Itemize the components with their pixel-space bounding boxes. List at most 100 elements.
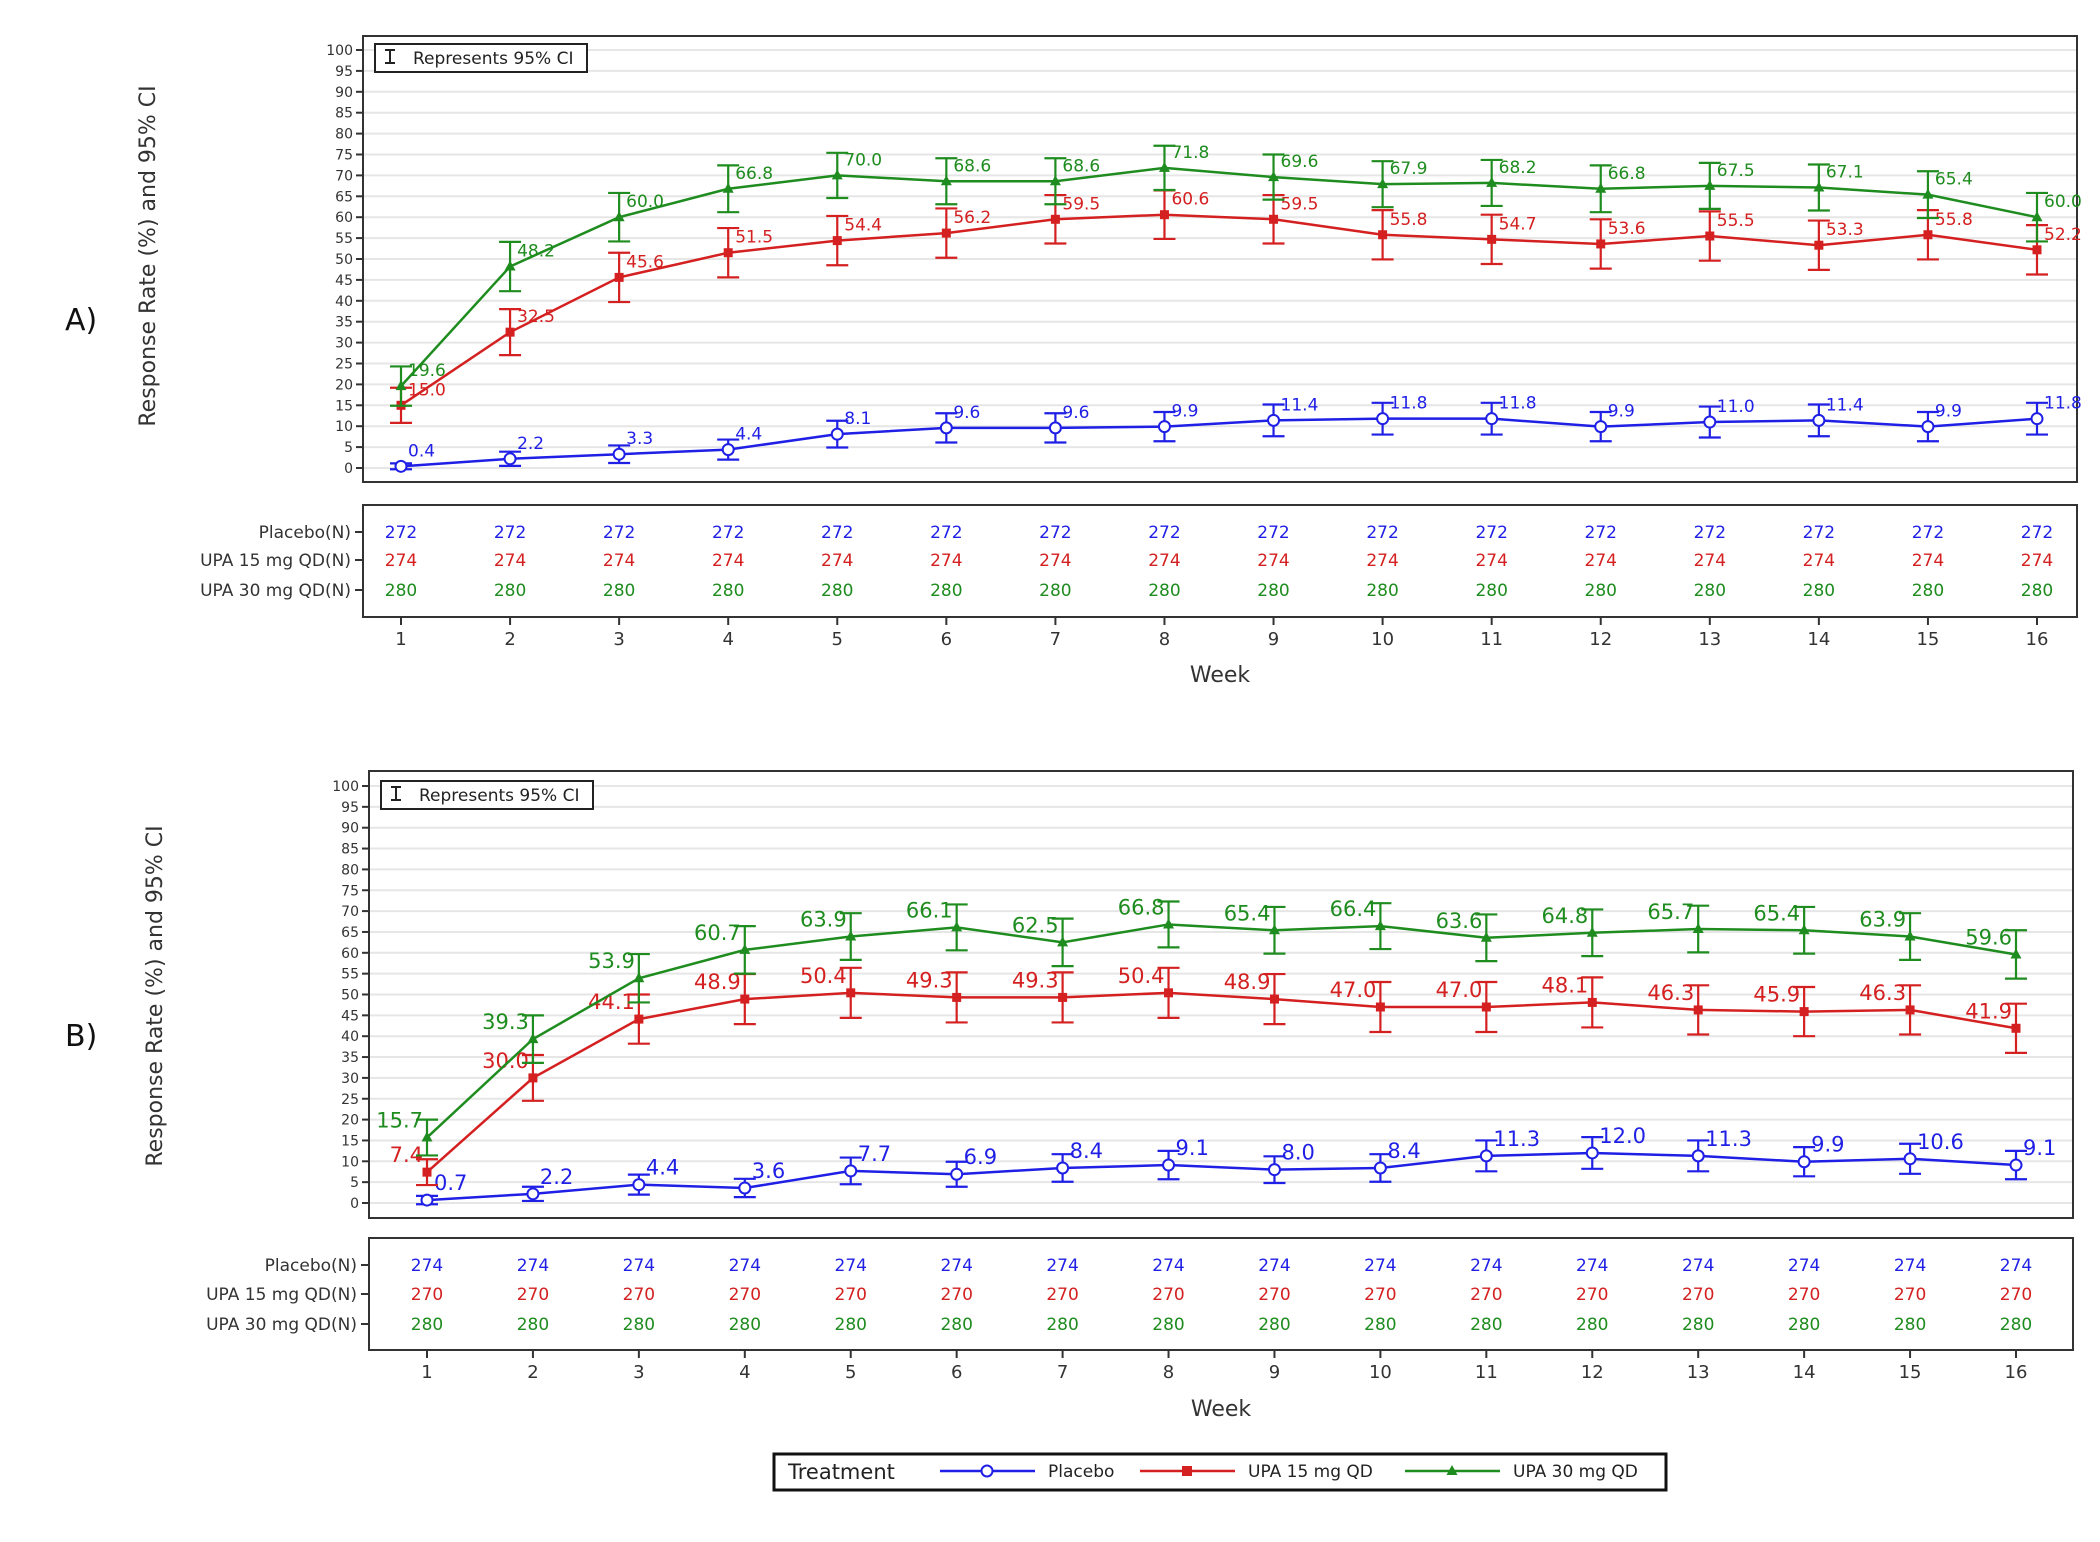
data-label: 68.2 — [1499, 158, 1537, 178]
data-point — [1377, 178, 1389, 189]
data-point — [394, 459, 408, 473]
legend-label: UPA 30 mg QD — [1513, 1462, 1638, 1482]
n-value: 274 — [729, 1256, 761, 1276]
data-label: 65.4 — [1935, 170, 1973, 190]
data-label: 8.1 — [844, 409, 871, 429]
data-label: 60.6 — [1171, 190, 1209, 210]
data-point — [1487, 234, 1497, 244]
n-value: 274 — [1803, 551, 1835, 571]
data-point — [1374, 920, 1386, 931]
data-point — [940, 175, 952, 186]
n-value: 280 — [940, 1315, 972, 1335]
data-point — [1703, 415, 1717, 429]
n-value: 280 — [603, 581, 635, 601]
data-label: 3.3 — [626, 429, 653, 449]
data-point — [1376, 412, 1390, 426]
data-point — [527, 1033, 539, 1044]
data-label: 11.3 — [1705, 1127, 1752, 1151]
data-label: 10.6 — [1917, 1130, 1964, 1154]
n-value: 280 — [1576, 1315, 1608, 1335]
data-label: 9.1 — [2023, 1136, 2056, 1160]
data-label: 66.1 — [906, 898, 953, 922]
data-label: 68.6 — [1062, 156, 1100, 176]
x-tick-label: 9 — [1269, 1362, 1280, 1383]
data-label: 54.7 — [1499, 214, 1537, 234]
n-value: 274 — [1576, 1256, 1608, 1276]
n-value: 280 — [411, 1315, 443, 1335]
y-tick-label: 85 — [335, 106, 353, 122]
data-point — [503, 452, 517, 466]
x-tick-label: 14 — [1807, 629, 1830, 650]
n-value: 274 — [712, 551, 744, 571]
data-label: 9.9 — [1171, 402, 1198, 422]
x-tick-label: 15 — [1899, 1362, 1922, 1383]
data-label: 9.6 — [1062, 403, 1089, 423]
y-tick-label: 70 — [341, 904, 359, 920]
data-point — [1814, 240, 1824, 250]
y-tick-label: 5 — [344, 440, 353, 456]
n-value: 272 — [821, 523, 853, 543]
n-value: 270 — [1470, 1285, 1502, 1305]
y-axis-title: Response Rate (%) and 95% CI — [143, 825, 168, 1166]
n-value: 280 — [1366, 581, 1398, 601]
y-tick-label: 40 — [335, 294, 353, 310]
series-upa-30-mg-qd: 15.7 39.3 53.9 60.7 63.9 66.1 62.5 66.8 65.4 66.4… — [376, 895, 2027, 1157]
data-point — [1159, 210, 1169, 220]
data-label: 66.8 — [1118, 895, 1165, 919]
data-point — [1692, 923, 1704, 934]
series-line — [426, 1151, 2017, 1202]
panel-label: A) — [65, 303, 97, 338]
y-tick-label: 10 — [341, 1154, 359, 1170]
data-label: 63.6 — [1436, 909, 1483, 933]
n-value: 274 — [1046, 1256, 1078, 1276]
legend: Treatment Placebo UPA 15 mg QD UPA 30 mg QD — [772, 1452, 1668, 1492]
n-value: 280 — [1912, 581, 1944, 601]
y-tick-label: 25 — [335, 357, 353, 373]
data-point — [2010, 948, 2022, 959]
x-tick-label: 5 — [832, 629, 843, 650]
y-tick-label: 20 — [335, 377, 353, 393]
x-tick-label: 14 — [1793, 1362, 1816, 1383]
data-point — [504, 260, 516, 271]
legend-marker — [1182, 1466, 1192, 1476]
data-point — [1268, 924, 1280, 935]
data-point — [1594, 420, 1608, 434]
data-point — [1921, 420, 1935, 434]
x-tick-label: 2 — [527, 1362, 538, 1383]
legend-label: Placebo — [1048, 1462, 1114, 1482]
n-value: 274 — [1039, 551, 1071, 571]
data-label: 4.4 — [735, 425, 762, 445]
data-label: 50.4 — [1118, 964, 1165, 988]
data-label: 64.8 — [1542, 904, 1589, 928]
n-value: 272 — [1257, 523, 1289, 543]
data-label: 11.3 — [1493, 1127, 1540, 1151]
y-tick-label: 65 — [335, 189, 353, 205]
legend-marker — [980, 1464, 994, 1478]
y-tick-label: 15 — [341, 1133, 359, 1149]
data-point — [614, 272, 624, 282]
data-point — [420, 1193, 434, 1207]
data-label: 46.3 — [1647, 981, 1694, 1005]
n-value: 280 — [517, 1315, 549, 1335]
n-table — [362, 504, 2078, 618]
data-label: 11.4 — [1826, 395, 1864, 415]
x-tick-label: 10 — [1369, 1362, 1392, 1383]
data-point — [1056, 1161, 1070, 1175]
n-value: 272 — [1366, 523, 1398, 543]
y-tick-label: 50 — [341, 988, 359, 1004]
y-tick-label: 90 — [341, 821, 359, 837]
n-value: 272 — [1585, 523, 1617, 543]
y-tick-label: 25 — [341, 1092, 359, 1108]
data-point — [1058, 992, 1068, 1002]
data-point — [633, 972, 645, 983]
data-label: 59.5 — [1281, 194, 1319, 214]
data-point — [612, 447, 626, 461]
n-value: 274 — [835, 1256, 867, 1276]
data-point — [952, 992, 962, 1002]
x-tick-label: 3 — [633, 1362, 644, 1383]
legend-title: Treatment — [787, 1460, 895, 1484]
n-value: 274 — [1257, 551, 1289, 571]
n-value: 280 — [1470, 1315, 1502, 1335]
data-point — [1812, 413, 1826, 427]
data-point — [2032, 245, 2042, 255]
